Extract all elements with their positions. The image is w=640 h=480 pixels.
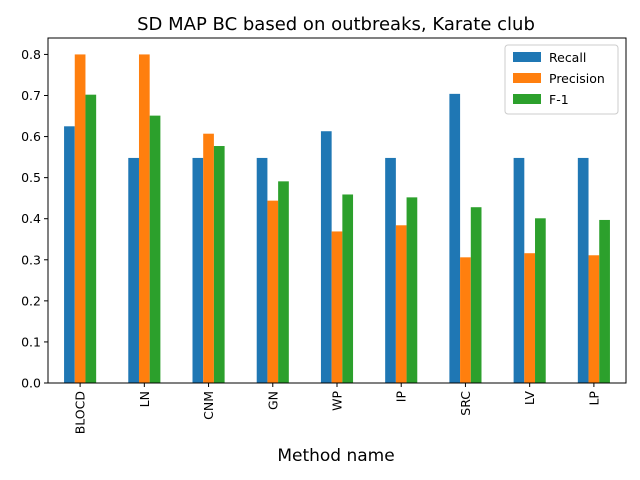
y-tick-label: 0.1 [21, 334, 41, 349]
bar-gn-recall [256, 157, 268, 383]
y-tick-label: 0.3 [21, 252, 41, 267]
bar-wp-precision [331, 231, 343, 383]
bar-ln-recall [128, 157, 139, 383]
y-tick-label: 0.8 [21, 47, 41, 62]
bar-cnm-f-1 [213, 146, 225, 383]
bar-ip-recall [385, 157, 396, 383]
bar-blocd-recall [64, 126, 75, 384]
bar-gn-f-1 [278, 181, 289, 383]
bar-src-precision [460, 257, 471, 383]
legend-label-recall: Recall [549, 50, 586, 65]
bar-ip-f-1 [406, 197, 418, 383]
legend: Recall Precision F-1 [504, 44, 619, 115]
y-tick-label: 0.5 [21, 170, 41, 185]
bar-lv-recall [513, 157, 525, 383]
bar-src-recall [449, 93, 461, 384]
legend-swatch-precision [513, 73, 541, 83]
bar-cnm-recall [192, 157, 204, 383]
bar-cnm-precision [203, 133, 214, 383]
bar-gn-precision [267, 200, 279, 383]
x-tick-label-cnm: CNM [201, 391, 216, 420]
x-axis-label: Method name [277, 446, 394, 466]
x-tick-label-src: SRC [458, 391, 473, 416]
bar-ln-precision [138, 54, 150, 384]
legend-swatch-f-1 [513, 94, 541, 104]
bar-blocd-precision [74, 54, 86, 384]
bar-wp-f-1 [342, 194, 354, 383]
y-tick-label: 0.2 [21, 293, 41, 308]
bars-layer [64, 54, 610, 384]
x-tick-label-ip: IP [394, 391, 409, 403]
y-tick-label: 0.4 [21, 211, 41, 226]
bar-blocd-f-1 [85, 94, 97, 384]
x-tick-label-blocd: BLOCD [73, 391, 88, 434]
x-tick-label-ln: LN [137, 391, 152, 407]
bar-lp-precision [588, 255, 600, 383]
legend-swatch-recall [513, 52, 541, 62]
y-tick-label: 0.6 [21, 129, 41, 144]
x-tick-label-wp: WP [330, 391, 345, 411]
x-tick-label-gn: GN [265, 391, 280, 410]
bar-ln-f-1 [149, 115, 161, 384]
bar-src-f-1 [470, 207, 482, 383]
bar-lp-f-1 [599, 219, 610, 383]
legend-label-precision: Precision [549, 71, 605, 86]
bar-wp-recall [320, 131, 332, 383]
y-tick-label: 0.7 [21, 88, 41, 103]
y-axis: 0.0 0.1 0.2 0.3 0.4 0.5 0.6 0.7 0.8 [21, 47, 48, 391]
y-tick-label: 0.0 [21, 376, 41, 391]
bar-lp-recall [577, 157, 589, 383]
bar-lv-f-1 [535, 218, 546, 383]
x-tick-label-lv: LV [522, 391, 537, 406]
bar-ip-precision [395, 225, 407, 383]
x-axis: BLOCD LN CNM GN WP IP SRC LV LP [73, 383, 601, 434]
chart-title: SD MAP BC based on outbreaks, Karate clu… [137, 14, 535, 35]
bar-lv-precision [524, 253, 536, 383]
x-tick-label-lp: LP [586, 391, 601, 406]
legend-label-f-1: F-1 [549, 92, 569, 107]
